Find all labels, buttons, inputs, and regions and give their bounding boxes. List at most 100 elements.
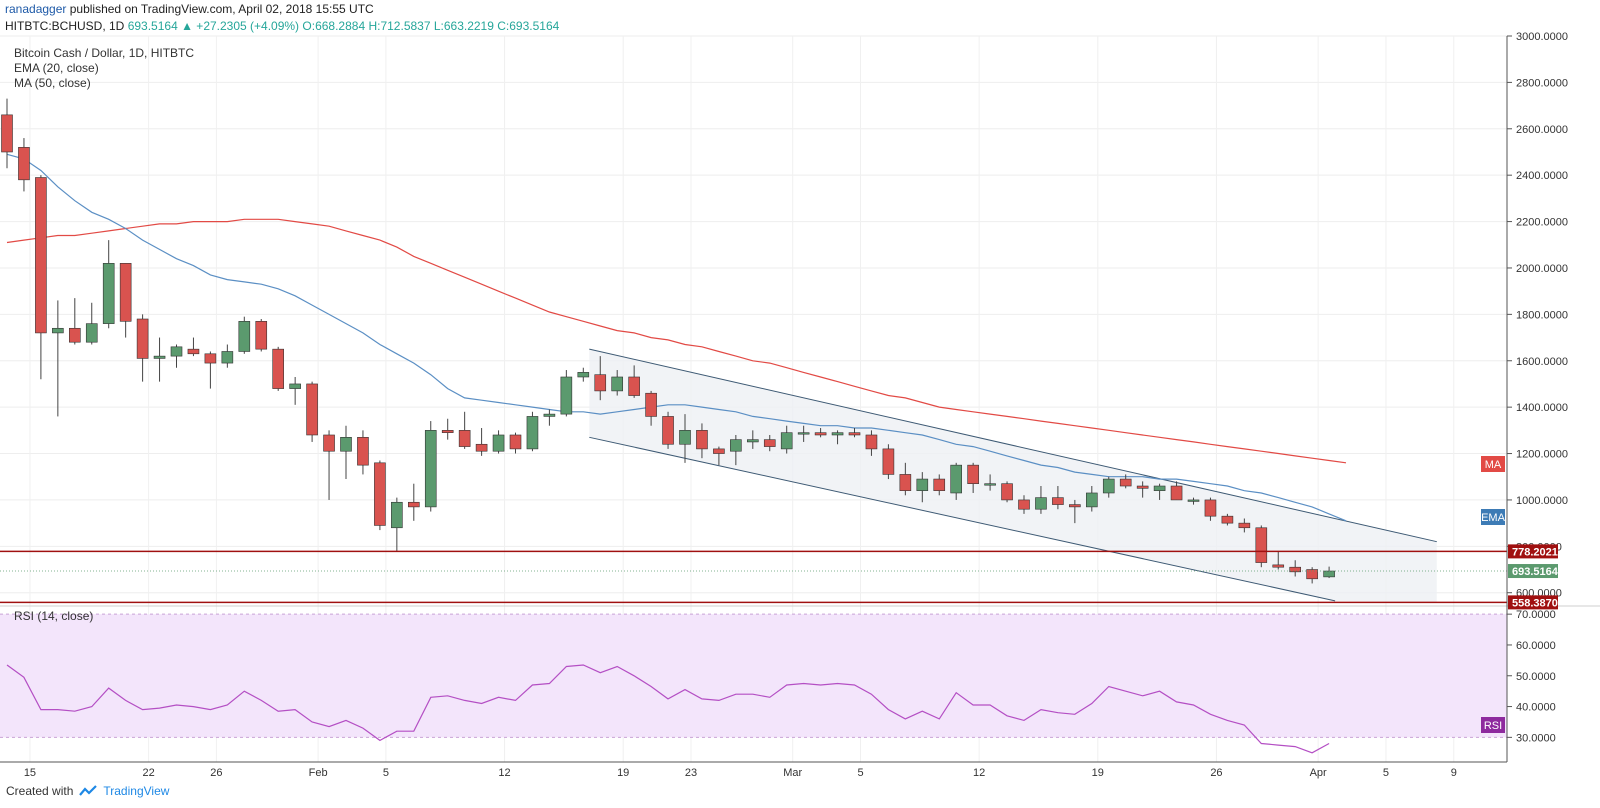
candle-body <box>882 448 895 475</box>
candle-body <box>1170 485 1183 501</box>
candle-body <box>475 443 488 452</box>
candle-body <box>899 474 912 491</box>
price-tick-label: 2800.0000 <box>1516 77 1568 89</box>
price-tick-label: 2600.0000 <box>1516 124 1568 136</box>
ema-tag-bg <box>1481 509 1505 525</box>
time-tick-label: 19 <box>1092 767 1104 779</box>
price-tick-label: 2000.0000 <box>1516 263 1568 275</box>
candle-body <box>85 323 98 343</box>
author-link[interactable]: ranadagger <box>5 2 67 16</box>
candle-body <box>611 376 624 392</box>
candle-body <box>797 432 810 435</box>
resistance-badge: 778.2021 <box>1512 546 1558 558</box>
time-tick-label: 23 <box>685 767 697 779</box>
time-tick-label: 15 <box>24 767 36 779</box>
candle-body <box>272 348 285 389</box>
candle-body <box>340 437 352 452</box>
publish-text: published on TradingView.com, April 02, … <box>69 2 374 16</box>
candle-body <box>1086 492 1098 508</box>
candle-body <box>577 372 590 378</box>
candle-body <box>865 434 878 450</box>
indicator-lines <box>6 153 1347 754</box>
last-price-badge-bg <box>1508 564 1558 579</box>
candle-body <box>1238 522 1251 529</box>
candle-body <box>1018 499 1030 510</box>
channel-fill <box>589 349 1437 602</box>
last-price-badge: 693.5164 <box>1512 566 1559 578</box>
candle-body <box>628 376 640 396</box>
candle-body <box>1052 497 1064 505</box>
rsi-line <box>6 664 1330 754</box>
candle-body <box>594 374 607 392</box>
candle-body <box>1102 478 1115 494</box>
footer: Created with TradingView <box>6 784 169 798</box>
candle-body <box>730 439 742 452</box>
price-tick-label: 2200.0000 <box>1516 217 1568 229</box>
candle-body <box>746 439 759 443</box>
rsi-tick-label: 40.0000 <box>1516 702 1556 714</box>
time-tick-label: Feb <box>309 767 328 779</box>
candle-body <box>679 430 691 445</box>
symbol-info: HITBTC:BCHUSD, 1D 693.5164 ▲ +27.2305 (+… <box>5 19 559 33</box>
support-badge: 558.3870 <box>1512 597 1558 609</box>
candle-body <box>1119 478 1132 487</box>
time-tick-label: 5 <box>383 767 389 779</box>
candle-body <box>18 147 30 181</box>
candle-body <box>560 376 573 415</box>
candle-body <box>763 439 776 447</box>
candle-body <box>35 177 47 334</box>
channel-upper-line <box>589 348 1437 543</box>
rsi-band-fill <box>0 614 1507 738</box>
candle-body <box>645 392 657 417</box>
rsi-tick-label: 50.0000 <box>1516 671 1556 683</box>
candle-body <box>187 348 200 355</box>
channel-lower-line <box>589 436 1336 602</box>
support-badge-bg <box>1508 595 1558 610</box>
time-tick-label: 26 <box>1210 767 1222 779</box>
rsi-band <box>0 613 1507 738</box>
candles <box>1 98 1335 584</box>
candle-body <box>509 434 522 450</box>
candle-body <box>543 413 556 417</box>
tradingview-brand[interactable]: TradingView <box>103 784 170 798</box>
legend-title: Bitcoin Cash / Dollar, 1D, HITBTC <box>14 46 194 60</box>
price-tick-label: 2400.0000 <box>1516 170 1568 182</box>
candle-body <box>407 501 420 508</box>
ma-tag-bg <box>1481 456 1505 472</box>
candle-body <box>1289 566 1301 573</box>
legend-rsi: RSI (14, close) <box>14 609 93 623</box>
axis-badges: 778.2021 693.5164 558.3870 MA EMA RSI <box>1481 456 1559 733</box>
rsi-tag: RSI <box>1484 720 1502 732</box>
price-tick-label: 3000.0000 <box>1516 31 1568 43</box>
symbol-label: HITBTC:BCHUSD, 1D <box>5 19 125 33</box>
candle-body <box>696 430 708 450</box>
candle-body <box>713 448 725 454</box>
candle-body <box>424 430 437 508</box>
time-tick-label: 19 <box>617 767 629 779</box>
price-tick-label: 1800.0000 <box>1516 309 1568 321</box>
time-tick-label: 12 <box>498 767 510 779</box>
candle-body <box>1187 499 1200 502</box>
last-price: 693.5164 <box>127 19 178 33</box>
ema20-line <box>6 153 1347 522</box>
rsi-tick-label: 60.0000 <box>1516 640 1556 652</box>
candle-body <box>1255 527 1268 563</box>
candle-body <box>374 462 386 526</box>
candle-body <box>933 478 946 491</box>
candle-body <box>170 346 183 357</box>
created-with-text: Created with <box>6 784 74 798</box>
price-chart[interactable]: 600.0000800.00001000.00001200.00001400.0… <box>0 0 1600 780</box>
time-tick-label: 12 <box>973 767 985 779</box>
candle-body <box>1272 564 1285 568</box>
time-tick-label: 5 <box>1383 767 1389 779</box>
candle-body <box>52 327 64 334</box>
time-tick-label: 22 <box>142 767 154 779</box>
candle-body <box>306 383 318 436</box>
candle-body <box>662 416 674 445</box>
candle-body <box>153 355 166 359</box>
price-channel <box>589 348 1437 602</box>
candle-body <box>984 483 996 486</box>
resistance-badge-bg <box>1508 544 1558 559</box>
axes: 600.0000800.00001000.00001200.00001400.0… <box>0 31 1600 779</box>
